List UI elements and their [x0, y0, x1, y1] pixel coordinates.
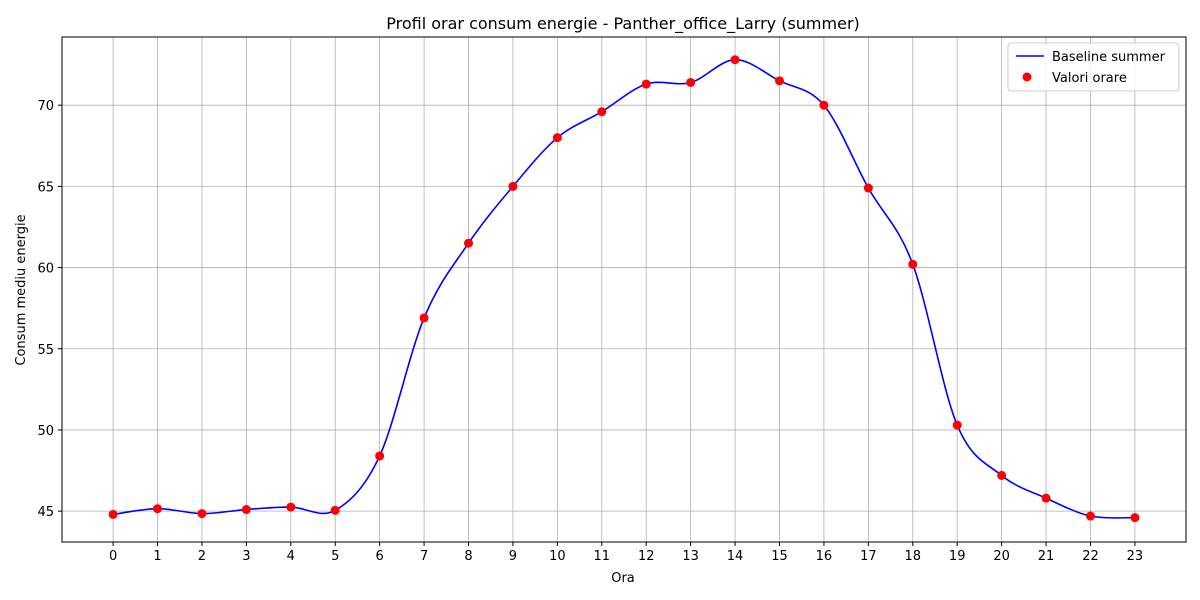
- y-tick-label: 45: [37, 505, 54, 520]
- data-point: [330, 505, 340, 515]
- data-point: [508, 181, 518, 191]
- data-point: [419, 313, 429, 323]
- data-point: [552, 133, 562, 143]
- x-tick-label: 21: [1038, 549, 1055, 564]
- y-tick-label: 60: [37, 262, 54, 277]
- data-point: [1041, 493, 1051, 503]
- x-tick-label: 19: [949, 549, 966, 564]
- x-tick-label: 15: [771, 549, 788, 564]
- y-tick-label: 70: [37, 99, 54, 114]
- y-tick-label: 50: [37, 424, 54, 439]
- plot-frame: [61, 36, 1187, 543]
- x-tick-label: 0: [109, 549, 117, 564]
- legend-box: [1007, 42, 1180, 92]
- y-axis: 45 50 55 60 65 70: [37, 99, 62, 520]
- x-tick-label: 7: [420, 549, 428, 564]
- x-tick-label: 8: [464, 549, 472, 564]
- x-tick-label: 6: [376, 549, 384, 564]
- x-tick-label: 22: [1082, 549, 1099, 564]
- data-point: [952, 420, 962, 430]
- legend: Baseline summer Valori orare: [1007, 42, 1180, 92]
- data-point: [1130, 513, 1140, 523]
- series-layer: [108, 55, 1140, 523]
- x-tick-label: 20: [993, 549, 1010, 564]
- x-tick-label: 17: [860, 549, 877, 564]
- data-point: [286, 502, 296, 512]
- data-point: [597, 107, 607, 117]
- x-tick-label: 16: [816, 549, 833, 564]
- legend-point-marker: [1022, 72, 1032, 82]
- data-point: [997, 470, 1007, 480]
- x-tick-label: 13: [682, 549, 699, 564]
- data-point: [641, 79, 651, 89]
- data-point: [464, 238, 474, 248]
- x-tick-label: 14: [727, 549, 744, 564]
- x-tick-label: 4: [287, 549, 295, 564]
- legend-label-baseline: Baseline summer: [1052, 50, 1166, 65]
- data-point: [730, 55, 740, 65]
- data-point: [686, 77, 696, 87]
- x-tick-label: 11: [594, 549, 611, 564]
- x-tick-label: 2: [198, 549, 206, 564]
- grid: [62, 37, 1186, 542]
- data-point: [108, 509, 118, 519]
- x-tick-label: 5: [331, 549, 339, 564]
- data-point: [375, 451, 385, 461]
- x-axis-title: Ora: [611, 571, 635, 586]
- x-tick-label: 1: [153, 549, 161, 564]
- x-tick-label: 18: [905, 549, 922, 564]
- data-point: [1085, 511, 1095, 521]
- y-axis-title: Consum mediu energie: [14, 214, 29, 365]
- data-point: [153, 504, 163, 514]
- y-tick-label: 55: [37, 343, 54, 358]
- data-point: [241, 505, 251, 515]
- x-tick-label: 12: [638, 549, 655, 564]
- data-point: [908, 259, 918, 269]
- data-point: [863, 183, 873, 193]
- x-tick-label: 10: [549, 549, 566, 564]
- chart-title: Profil orar consum energie - Panther_off…: [386, 14, 860, 34]
- x-tick-label: 3: [242, 549, 250, 564]
- x-axis: 0 1 2 3 4 5 6 7 8 9 10 11 12 13 14 15 16 17 18 19 20 21 22 23: [109, 542, 1143, 564]
- data-point: [819, 100, 829, 110]
- legend-label-values: Valori orare: [1052, 71, 1127, 86]
- x-tick-label: 9: [509, 549, 517, 564]
- x-tick-label: 23: [1127, 549, 1144, 564]
- data-point: [197, 509, 207, 519]
- data-point: [774, 76, 784, 86]
- y-tick-label: 65: [37, 180, 54, 195]
